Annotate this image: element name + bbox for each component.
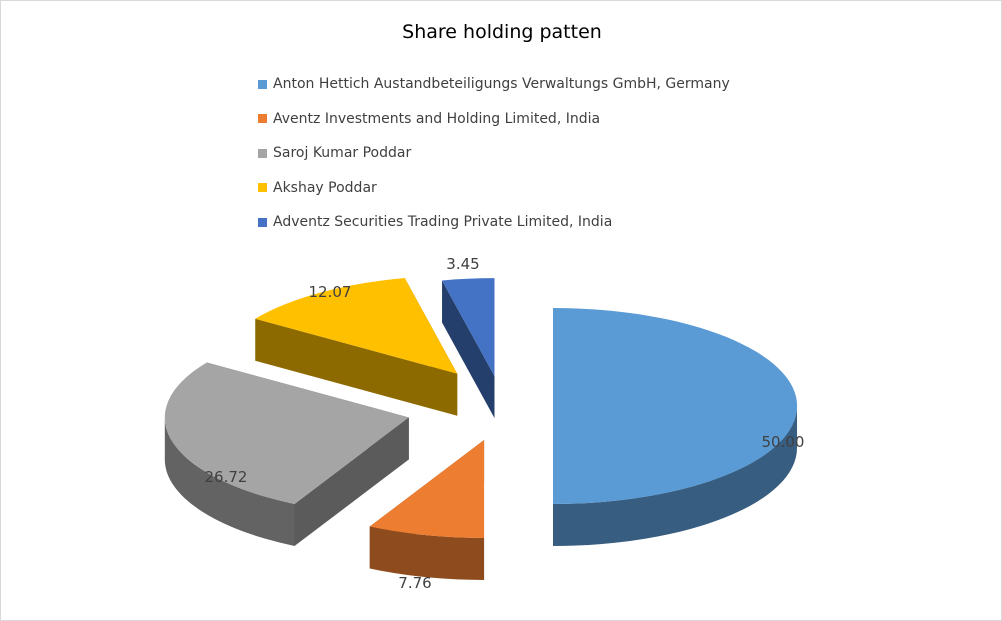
legend-label: Akshay Poddar: [273, 179, 377, 196]
pie-slice-side: [369, 526, 485, 580]
legend-swatch: [258, 183, 267, 193]
legend-item-aventz: Aventz Investments and Holding Limited, …: [258, 102, 730, 137]
pie-slice-2: [164, 362, 409, 547]
pie-slice-4: [442, 278, 495, 419]
legend-swatch: [258, 217, 267, 227]
legend-label: Anton Hettich Austandbeteiligungs Verwal…: [273, 76, 730, 93]
legend-swatch: [258, 148, 267, 158]
pie-slice-side: [164, 417, 295, 547]
pie-slice-top: [164, 362, 409, 505]
pie-slice-top: [369, 439, 485, 538]
pie-slice-3: [255, 278, 458, 416]
legend-label: Adventz Securities Trading Private Limit…: [273, 214, 613, 231]
pie-slice-wall: [442, 280, 495, 419]
pie-slice-top: [442, 278, 495, 377]
data-label-2: 26.72: [205, 468, 248, 486]
legend-swatch: [258, 114, 267, 124]
legend-label: Saroj Kumar Poddar: [273, 145, 412, 162]
pie-slice-0: [553, 307, 798, 546]
pie-slice-1: [369, 439, 485, 580]
chart-title: Share holding patten: [402, 21, 602, 43]
data-label-0: 50.00: [762, 433, 805, 451]
pie-slice-top: [255, 278, 458, 374]
pie-slice-side: [553, 406, 797, 546]
pie-slice-top: [553, 307, 798, 504]
legend-label: Aventz Investments and Holding Limited, …: [273, 110, 601, 127]
data-label-4: 3.45: [446, 255, 479, 273]
legend-swatch: [258, 79, 267, 89]
legend: Anton Hettich Austandbeteiligungs Verwal…: [258, 67, 730, 240]
legend-item-saroj-kumar-poddar: Saroj Kumar Poddar: [258, 136, 730, 171]
legend-item-akshay-poddar: Akshay Poddar: [258, 171, 730, 206]
data-label-1: 7.76: [398, 574, 431, 592]
legend-item-anton-hettich: Anton Hettich Austandbeteiligungs Verwal…: [258, 67, 730, 102]
data-label-3: 12.07: [309, 283, 352, 301]
legend-item-adventz: Adventz Securities Trading Private Limit…: [258, 205, 730, 240]
pie-slice-wall: [255, 318, 458, 416]
